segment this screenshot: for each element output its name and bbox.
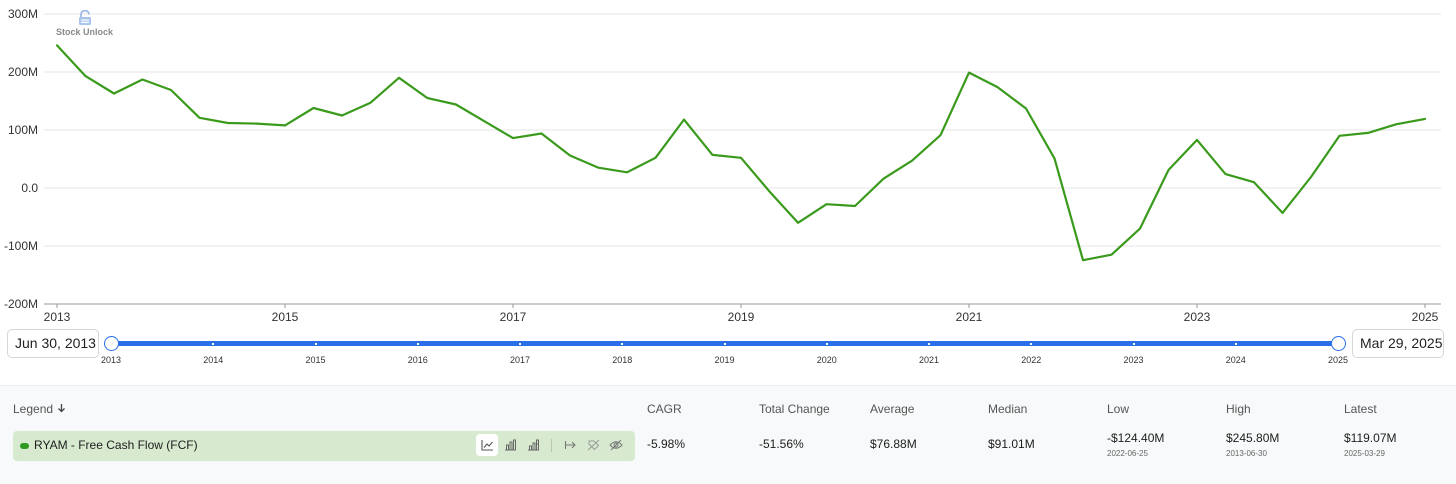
legend-header-label: Legend [13,402,54,416]
slider-tick-dot [1030,343,1033,345]
x-tick-label: 2023 [1184,310,1211,324]
slider-year-label: 2020 [816,355,837,365]
high-value: $245.80M [1226,431,1280,445]
range-slider-end-handle[interactable] [1331,336,1346,351]
y-tick-label: 200M [8,65,38,79]
slider-year-label: 2015 [305,355,326,365]
slider-tick-dot [928,343,930,345]
slider-year-label: 2017 [509,355,531,365]
slider-year-label: 2021 [918,355,940,365]
high-date: 2013-06-30 [1226,449,1267,458]
slider-year-label: 2016 [407,355,428,365]
cagr-value: -5.98% [647,437,686,451]
slider-tick-dot [621,343,624,345]
slider-year-label: 2022 [1021,355,1042,365]
y-tick-label: 100M [8,123,38,137]
high-header: High [1226,402,1251,416]
arrow-down-icon [57,402,66,416]
chart-series [55,44,1427,262]
low-header: Low [1107,402,1130,416]
slider-tick-dot [825,343,828,345]
y-axis: 300M 200M 100M 0.0 -100M -200M [4,7,38,311]
y-tick-label: 0.0 [21,181,38,195]
series-color-swatch [20,443,29,449]
slider-year-label: 2025 [1327,355,1349,365]
y-tick-label: -100M [4,239,38,253]
slider-tick-dot [416,343,419,345]
slider-tick-dot [723,343,726,345]
slider-tick-dot [519,343,521,345]
legend-row[interactable]: RYAM - Free Cash Flow (FCF) [13,431,635,461]
x-tick-label: 2025 [1412,310,1439,324]
tag-off-icon[interactable] [582,434,604,456]
bar-chart-icon[interactable] [499,434,521,456]
median-value: $91.01M [988,437,1035,451]
low-date: 2022-06-25 [1107,449,1148,458]
average-header: Average [870,402,915,416]
latest-date: 2025-03-29 [1344,449,1385,458]
slider-tick-dot [212,343,215,345]
range-slider-start-handle[interactable] [104,336,119,351]
low-value: -$124.40M [1107,431,1165,445]
x-tick-label: 2019 [728,310,755,324]
line-chart-icon[interactable] [476,434,498,456]
watermark-text: Stock Unlock [56,27,114,37]
start-date-input[interactable]: Jun 30, 2013 [7,329,99,358]
latest-header: Latest [1344,402,1377,416]
toolbar-divider [551,439,552,452]
total-change-header: Total Change [759,402,830,416]
x-tick-label: 2017 [500,310,527,324]
arrow-right-bar-icon[interactable] [559,434,581,456]
stock-unlock-logo-icon [79,10,91,25]
slider-year-label: 2014 [203,355,224,365]
y-tick-label: 300M [8,7,38,21]
stacked-bar-icon[interactable] [522,434,544,456]
x-tick-label: 2013 [44,310,71,324]
legend-header[interactable]: Legend [13,402,66,416]
x-tick-label: 2021 [956,310,983,324]
series-line[interactable] [55,44,1427,262]
eye-off-icon[interactable] [605,434,627,456]
slider-year-label: 2018 [612,355,633,365]
end-date-input[interactable]: Mar 29, 2025 [1352,329,1444,358]
average-value: $76.88M [870,437,917,451]
y-tick-label: -200M [4,297,38,311]
median-header: Median [988,402,1028,416]
total-change-value: -51.56% [759,437,804,451]
x-tick-label: 2015 [272,310,299,324]
latest-value: $119.07M [1344,431,1397,445]
cagr-header: CAGR [647,402,682,416]
watermark-logo: Stock Unlock [56,10,116,37]
slider-year-label: 2019 [714,355,735,365]
slider-tick-dot [1234,343,1237,345]
slider-year-label: 2023 [1123,355,1144,365]
slider-year-label: 2013 [100,355,122,365]
x-axis: 2013 2015 2017 2019 2021 2023 2025 [44,303,1441,324]
legend-series-label: RYAM - Free Cash Flow (FCF) [34,438,198,452]
slider-tick-dot [314,343,317,345]
slider-tick-dot [1132,343,1135,345]
slider-year-label: 2024 [1225,355,1246,365]
